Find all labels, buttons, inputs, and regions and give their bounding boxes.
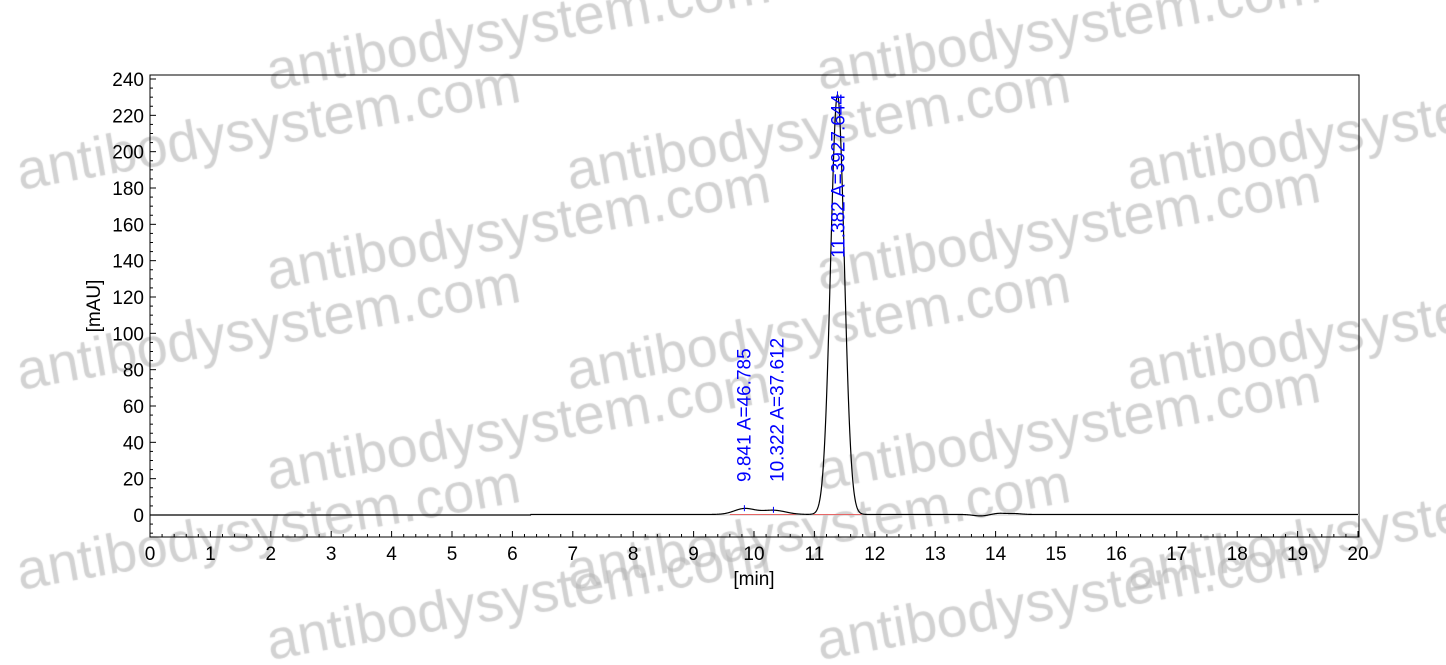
y-tick-label: 40 [123,433,144,454]
chromatogram-trace [150,94,1358,517]
y-tick-label: 120 [112,288,144,309]
x-tick-label: 13 [925,544,946,565]
x-tick-label: 9 [688,544,699,565]
x-tick-label: 18 [1227,544,1248,565]
peak-label: 11.382 A=3927.644 [828,94,849,258]
y-tick-label: 200 [112,143,144,164]
peak-label: 9.841 A=46.785 [734,348,755,482]
x-axis-label: [min] [733,569,774,590]
y-tick-label: 60 [123,397,144,418]
x-tick-label: 17 [1166,544,1187,565]
x-tick-label: 8 [628,544,639,565]
x-tick-label: 15 [1045,544,1066,565]
x-tick-label: 10 [743,544,764,565]
x-tick-label: 19 [1287,544,1308,565]
y-tick-label: 80 [123,361,144,382]
y-tick-label: 20 [123,470,144,491]
y-tick-label: 0 [133,506,144,527]
peak-annotations: 9.841 A=46.785 10.322 A=37.612 11.382 A=39… [734,91,849,513]
x-tick-label: 5 [447,544,458,565]
y-tick-label: 220 [112,106,144,127]
x-tick-label: 14 [985,544,1007,565]
x-tick-label: 3 [326,544,337,565]
x-tick-label: 4 [386,544,397,565]
peak-label: 10.322 A=37.612 [767,338,788,482]
y-tick-label: 160 [112,215,144,236]
x-tick-label: 0 [145,544,156,565]
y-tick-label: 100 [112,324,144,345]
x-tick-label: 6 [507,544,518,565]
x-tick-label: 16 [1106,544,1127,565]
x-tick-label: 1 [205,544,216,565]
y-axis-label: [mAU] [84,280,105,333]
x-tick-label: 12 [864,544,885,565]
axes: 0 1 2 3 4 5 6 7 8 9 10 11 12 13 14 15 16 17 18 19 2002040608… [112,70,1368,565]
x-tick-label: 11 [805,544,825,565]
x-tick-label: 2 [266,544,277,565]
x-tick-label: 7 [568,544,579,565]
x-tick-label: 20 [1347,544,1368,565]
y-tick-label: 180 [112,179,144,200]
y-tick-label: 140 [112,252,144,273]
y-tick-label: 240 [112,70,144,91]
